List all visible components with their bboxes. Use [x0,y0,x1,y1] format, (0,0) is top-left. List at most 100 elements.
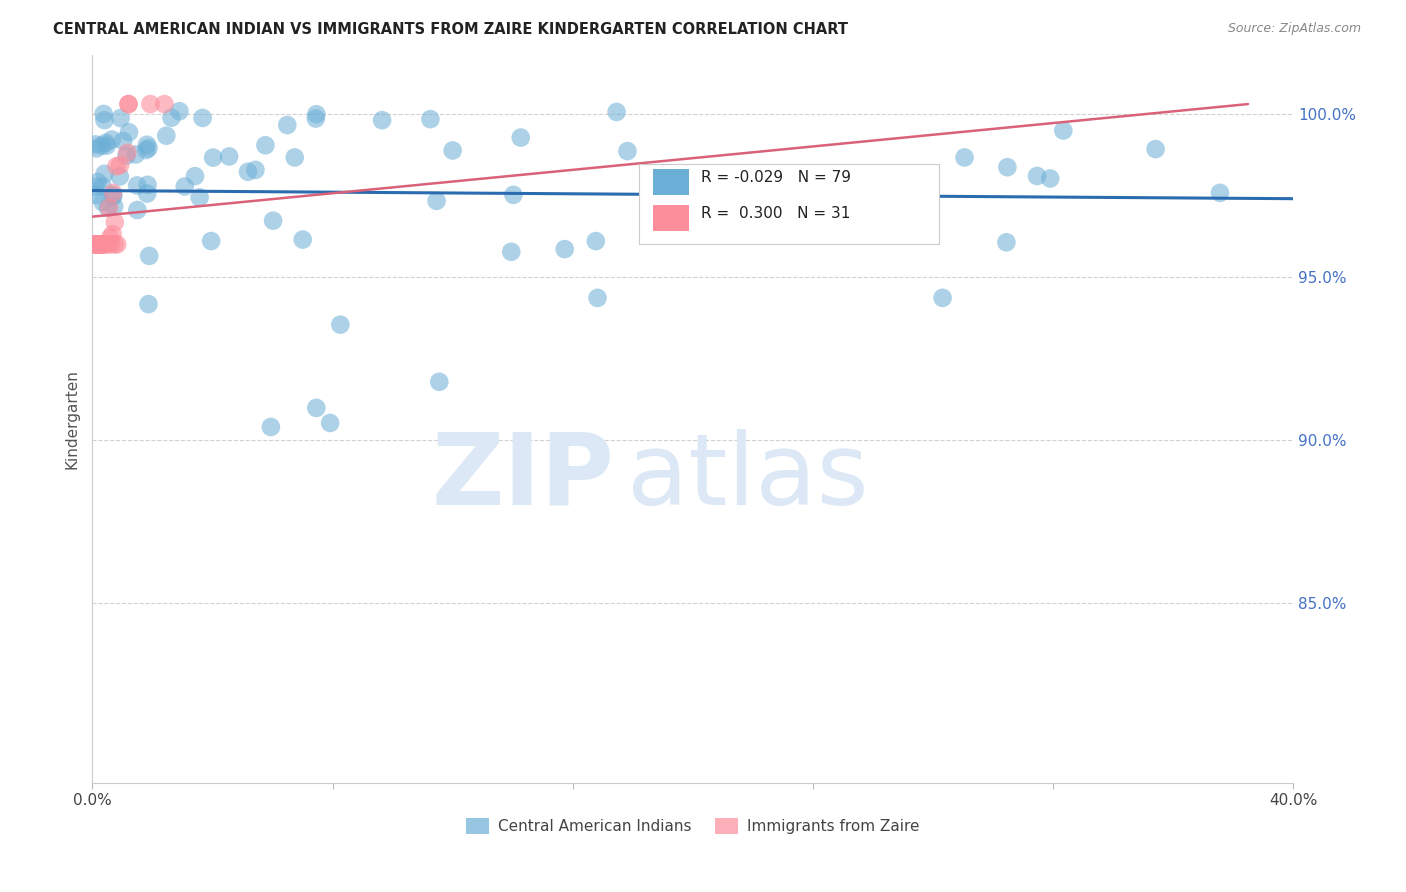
Point [138,249,160,263]
Point [97,201,120,215]
Point [108,158,131,172]
Point [218,149,240,163]
Point [125,147,148,161]
Point [84,179,107,194]
Point [96,138,118,153]
Point [191,111,214,125]
Point [101,132,124,146]
Point [86,237,108,252]
Point [501,244,523,259]
Point [169,104,191,119]
Point [160,111,183,125]
Point [90,138,112,153]
Point [93,237,115,252]
Point [84,188,107,202]
Point [101,189,124,203]
Point [995,160,1018,174]
Point [112,134,135,148]
Point [329,318,352,332]
Text: ZIP: ZIP [432,429,614,525]
Point [135,137,157,152]
Point [110,111,132,125]
Point [953,151,976,165]
Point [105,159,128,173]
Point [83,237,105,252]
Point [90,237,112,252]
Point [101,187,124,202]
Point [1039,171,1062,186]
Point [86,237,108,252]
Point [90,237,112,252]
Text: CENTRAL AMERICAN INDIAN VS IMMIGRANTS FROM ZAIRE KINDERGARTEN CORRELATION CHART: CENTRAL AMERICAN INDIAN VS IMMIGRANTS FR… [53,22,848,37]
Point [138,141,160,155]
Point [1052,123,1074,137]
Point [155,128,177,143]
Point [91,179,114,194]
Point [1026,169,1049,183]
Point [305,107,328,121]
Point [188,190,211,204]
Point [554,242,576,256]
Point [254,138,277,153]
Point [91,194,114,209]
Point [115,149,138,163]
Point [84,237,107,252]
Point [108,169,131,184]
Point [93,167,115,181]
Point [86,175,108,189]
Point [101,186,124,200]
Point [105,237,128,252]
Point [200,234,222,248]
Y-axis label: Kindergarten: Kindergarten [65,369,79,469]
Point [103,199,125,213]
Point [136,178,159,192]
Point [616,144,638,158]
Point [96,237,118,252]
Point [117,97,139,112]
Point [305,401,328,415]
Point [419,112,441,127]
Point [93,113,115,128]
Point [117,97,139,112]
Point [586,291,609,305]
Point [127,202,149,217]
Point [502,187,524,202]
Legend: Central American Indians, Immigrants from Zaire: Central American Indians, Immigrants fro… [460,813,925,840]
Point [319,416,342,430]
Point [931,291,953,305]
Point [262,213,284,227]
Point [371,113,394,128]
Point [84,137,107,152]
Point [89,237,111,252]
Point [441,144,464,158]
Point [135,143,157,157]
Text: atlas: atlas [627,429,869,525]
Point [202,151,225,165]
Bar [652,205,689,231]
Text: R = -0.029   N = 79: R = -0.029 N = 79 [702,169,851,185]
Point [104,215,127,229]
FancyBboxPatch shape [638,164,939,244]
Point [284,150,307,164]
Point [245,162,267,177]
Point [1144,142,1167,156]
Point [84,237,107,252]
Point [305,112,328,126]
Point [91,237,114,252]
Text: R =  0.300   N = 31: R = 0.300 N = 31 [702,206,851,221]
Point [585,234,607,248]
Point [103,237,125,252]
Point [153,97,176,112]
Point [87,237,110,252]
Point [94,136,117,150]
Point [139,97,162,112]
Bar [652,169,689,194]
Point [117,145,139,160]
Text: Source: ZipAtlas.com: Source: ZipAtlas.com [1227,22,1361,36]
Point [86,141,108,155]
Point [184,169,207,183]
Point [118,125,141,139]
Point [91,237,114,252]
Point [93,237,115,252]
Point [276,118,298,132]
